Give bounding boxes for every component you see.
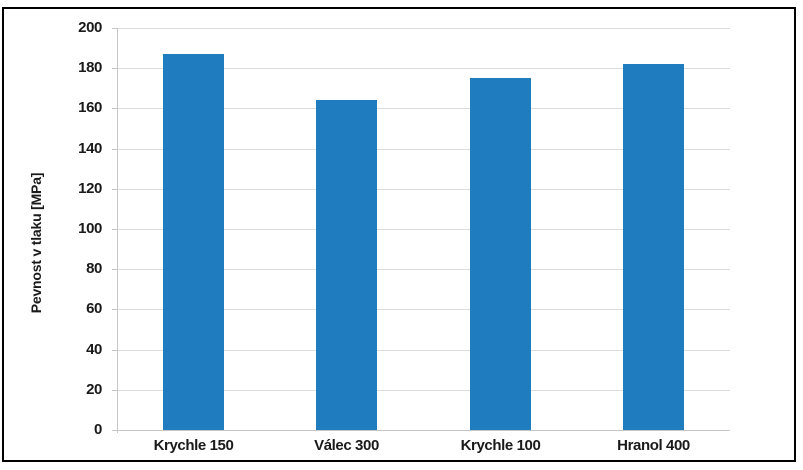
y-axis-line	[117, 28, 118, 433]
y-axis-tick-mark	[112, 430, 117, 431]
y-axis-tick-label: 0	[94, 421, 102, 438]
gridline	[117, 350, 730, 351]
y-axis-tick-mark	[112, 269, 117, 270]
bar	[316, 100, 377, 430]
category-label: Válec 300	[314, 437, 379, 454]
gridline	[117, 68, 730, 69]
x-axis-line	[117, 430, 730, 431]
gridline	[117, 108, 730, 109]
y-axis-tick-label: 180	[78, 59, 102, 76]
y-axis-tick-label: 20	[86, 381, 102, 398]
y-axis-tick-label: 80	[86, 260, 102, 277]
category-label: Hranol 400	[617, 437, 690, 454]
gridline	[117, 390, 730, 391]
y-axis-tick-mark	[112, 309, 117, 310]
bar	[623, 64, 684, 430]
y-axis-tick-label: 40	[86, 341, 102, 358]
y-axis-tick-mark	[112, 189, 117, 190]
y-axis-tick-label: 60	[86, 300, 102, 317]
y-axis-tick-mark	[112, 390, 117, 391]
y-axis-tick-mark	[112, 68, 117, 69]
category-label: Krychle 150	[153, 437, 234, 454]
gridline	[117, 309, 730, 310]
y-axis-tick-mark	[112, 229, 117, 230]
y-axis-tick-mark	[112, 108, 117, 109]
bar	[163, 54, 224, 430]
gridline	[117, 189, 730, 190]
y-axis-tick-label: 140	[78, 140, 102, 157]
y-axis-tick-mark	[112, 28, 117, 29]
y-axis-tick-label: 160	[78, 99, 102, 116]
gridline	[117, 269, 730, 270]
y-axis-tick-label: 120	[78, 180, 102, 197]
category-label: Krychle 100	[460, 437, 541, 454]
gridline	[117, 149, 730, 150]
y-axis-tick-label: 100	[78, 220, 102, 237]
y-axis-tick-mark	[112, 350, 117, 351]
gridline	[117, 28, 730, 29]
gridline	[117, 229, 730, 230]
y-axis-tick-mark	[112, 149, 117, 150]
bar	[470, 78, 531, 430]
y-axis-tick-label: 200	[78, 19, 102, 36]
